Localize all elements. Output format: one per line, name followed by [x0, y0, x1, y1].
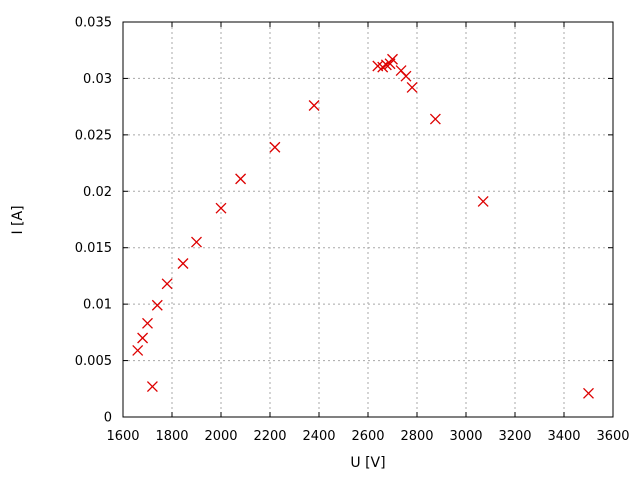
data-point-marker: [177, 258, 189, 269]
marker-stroke: [235, 173, 247, 185]
x-tick-label: 2600: [351, 429, 384, 444]
marker-stroke: [269, 141, 281, 153]
marker-stroke: [429, 113, 441, 125]
data-point-marker: [235, 173, 247, 185]
marker-stroke: [308, 100, 320, 111]
marker-stroke: [477, 195, 489, 207]
axes-layer: [122, 21, 614, 418]
data-point-marker: [406, 81, 418, 93]
marker-stroke: [146, 381, 158, 392]
grid-layer: [123, 22, 613, 417]
x-tick-label: 2000: [204, 429, 237, 444]
marker-stroke: [142, 317, 153, 329]
marker-stroke: [387, 53, 398, 65]
data-point-marker: [429, 113, 441, 125]
y-axis-title: I [A]: [10, 205, 26, 234]
x-tick-label: 3400: [547, 429, 580, 444]
marker-stroke: [151, 299, 163, 311]
y-tick-label: 0.03: [83, 72, 112, 87]
y-tick-label: 0: [104, 411, 112, 426]
y-tick-label: 0.035: [75, 16, 112, 31]
x-tick-label: 3000: [449, 429, 482, 444]
data-point-marker: [142, 317, 153, 329]
marker-stroke: [132, 344, 144, 356]
x-tick-label: 2800: [400, 429, 433, 444]
data-point-marker: [400, 70, 412, 82]
y-tick-label: 0.025: [75, 128, 112, 143]
marker-stroke: [395, 65, 407, 76]
data-point-marker: [583, 387, 594, 399]
data-point-marker: [308, 100, 320, 111]
marker-stroke: [372, 60, 384, 72]
marker-stroke: [583, 387, 594, 399]
data-point-marker: [146, 381, 158, 392]
y-tick-label: 0.01: [83, 298, 112, 313]
x-tick-label: 2200: [253, 429, 286, 444]
marker-stroke: [161, 278, 173, 290]
data-point-marker: [387, 53, 398, 65]
x-tick-label: 3200: [498, 429, 531, 444]
data-point-marker: [477, 195, 489, 207]
marker-stroke: [406, 81, 418, 93]
y-tick-label: 0.005: [75, 354, 112, 369]
data-point-marker: [151, 299, 163, 311]
data-point-marker: [137, 332, 149, 344]
marker-stroke: [215, 202, 227, 214]
x-axis-title: U [V]: [350, 455, 385, 471]
marker-stroke: [191, 236, 202, 248]
data-point-marker: [269, 141, 281, 153]
x-tick-label: 1800: [155, 429, 188, 444]
x-tick-label: 1600: [106, 429, 139, 444]
x-tick-label: 2400: [302, 429, 335, 444]
marker-stroke: [177, 258, 189, 269]
data-points-layer: [132, 53, 594, 399]
data-point-marker: [161, 278, 173, 290]
data-point-marker: [191, 236, 202, 248]
y-tick-label: 0.015: [75, 241, 112, 256]
x-tick-label: 3600: [596, 429, 629, 444]
y-tick-label: 0.02: [83, 185, 112, 200]
marker-stroke: [137, 332, 149, 344]
tick-labels-layer: 1600 1800 2000 2200 2400 2600 2800 3000 3200 3400…: [75, 16, 630, 445]
data-point-marker: [132, 344, 144, 356]
data-point-marker: [215, 202, 227, 214]
marker-stroke: [400, 70, 412, 82]
